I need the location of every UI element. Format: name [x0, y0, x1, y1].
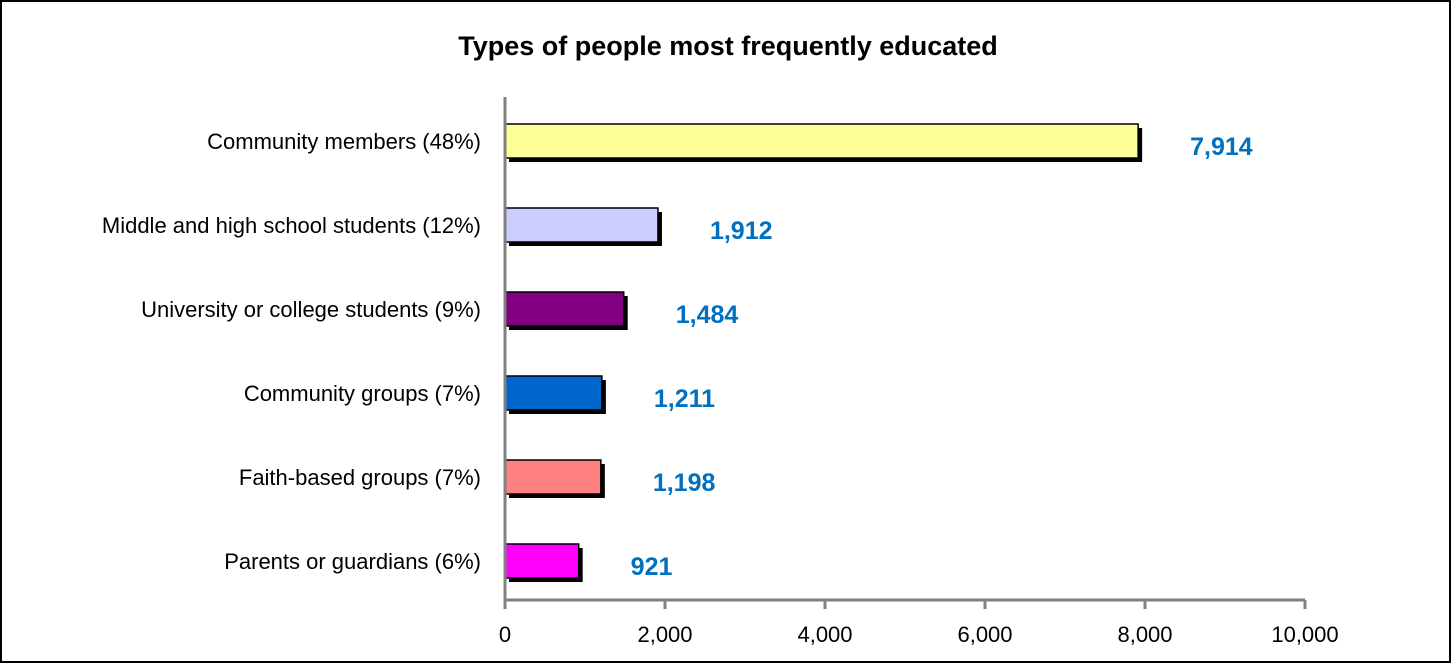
- data-label: 1,211: [654, 385, 715, 413]
- bar: [504, 207, 659, 243]
- x-tick-label: 2,000: [637, 622, 692, 647]
- x-tick-label: 6,000: [957, 622, 1012, 647]
- x-tick-label: 0: [499, 622, 511, 647]
- category-label: Middle and high school students (12%): [102, 213, 481, 238]
- x-tick-label: 10,000: [1271, 622, 1338, 647]
- bar: [504, 291, 625, 327]
- bar: [504, 123, 1139, 159]
- category-label: Community members (48%): [207, 129, 481, 154]
- data-label: 1,484: [676, 301, 739, 329]
- chart-title: Types of people most frequently educated: [458, 31, 998, 61]
- bar: [504, 459, 602, 495]
- category-label: University or college students (9%): [141, 297, 481, 322]
- x-tick-label: 4,000: [797, 622, 852, 647]
- data-label: 1,912: [710, 217, 773, 245]
- x-tick-label: 8,000: [1117, 622, 1172, 647]
- bar: [504, 375, 603, 411]
- data-label: 1,198: [653, 469, 716, 497]
- category-label: Community groups (7%): [244, 381, 481, 406]
- category-label: Parents or guardians (6%): [224, 549, 481, 574]
- category-label: Faith-based groups (7%): [239, 465, 481, 490]
- plot-area: Community members (48%) 7,914 Middle and h…: [102, 97, 1339, 647]
- bar: [504, 543, 580, 579]
- data-label: 7,914: [1190, 133, 1253, 161]
- data-label: 921: [631, 553, 673, 581]
